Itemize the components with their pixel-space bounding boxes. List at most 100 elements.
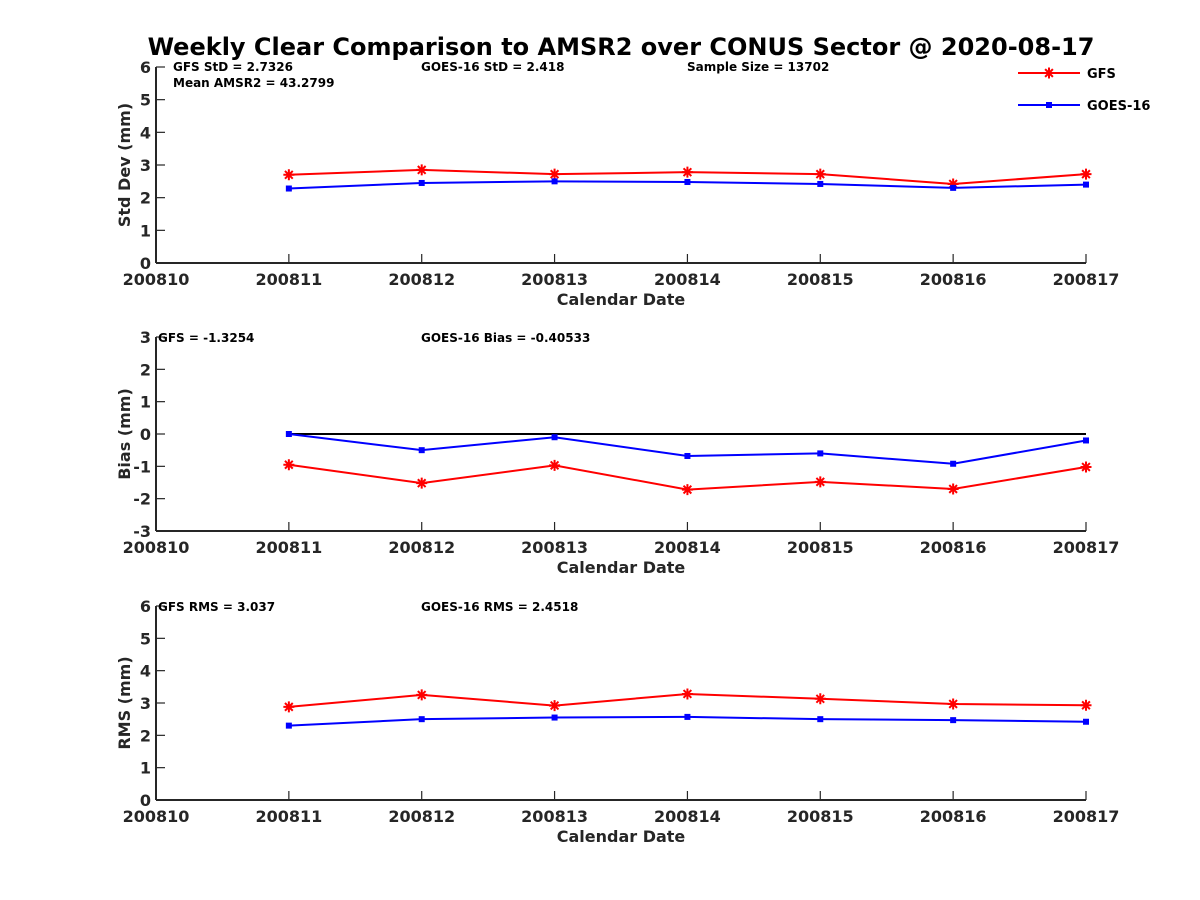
data-point [1080, 699, 1092, 711]
data-point [418, 447, 425, 454]
y-tick-label: 5 [140, 91, 151, 110]
y-tick-label: 1 [140, 759, 151, 778]
data-point [950, 184, 957, 191]
x-tick-label: 200817 [1053, 538, 1120, 557]
data-point [285, 431, 292, 437]
y-tick-label: 0 [140, 425, 151, 444]
x-tick-label: 200814 [654, 807, 721, 826]
x-axis-label: Calendar Date [557, 290, 686, 309]
legend-label: GFS [1087, 67, 1116, 82]
data-point [283, 169, 295, 181]
y-tick-label: 3 [140, 156, 151, 175]
y-tick-label: 2 [140, 360, 151, 379]
y-tick-label: 0 [140, 791, 151, 810]
data-point [549, 459, 561, 471]
y-tick-label: 6 [140, 597, 151, 616]
x-tick-label: 200812 [388, 807, 455, 826]
y-axis-label: Bias (mm) [115, 388, 134, 480]
data-point [1080, 461, 1092, 473]
data-point [681, 484, 693, 496]
x-tick-label: 200814 [654, 270, 721, 289]
data-point [950, 460, 957, 467]
y-tick-label: -1 [133, 457, 151, 476]
y-tick-label: 1 [140, 393, 151, 412]
y-tick-label: 4 [140, 662, 151, 681]
data-point [947, 698, 959, 710]
x-tick-label: 200817 [1053, 270, 1120, 289]
legend-entry-goes-16: GOES-16 [1018, 99, 1150, 114]
legend-marker [1046, 102, 1052, 108]
x-axis-label: Calendar Date [557, 558, 686, 577]
stat-annotation: GOES-16 StD = 2.418 [421, 60, 564, 74]
data-point [551, 434, 558, 441]
x-tick-label: 200814 [654, 538, 721, 557]
data-point [551, 178, 558, 185]
y-axis-label: Std Dev (mm) [115, 103, 134, 227]
x-tick-label: 200812 [388, 538, 455, 557]
legend-label: GOES-16 [1087, 99, 1150, 114]
data-point [681, 688, 693, 700]
x-tick-label: 200811 [255, 270, 322, 289]
data-point [283, 459, 295, 471]
stat-annotation: GFS StD = 2.7326 [173, 60, 293, 74]
data-point [551, 714, 558, 721]
x-tick-label: 200816 [920, 538, 987, 557]
y-tick-label: 1 [140, 221, 151, 240]
x-tick-label: 200815 [787, 807, 854, 826]
x-tick-label: 200816 [920, 270, 987, 289]
data-point [1080, 168, 1092, 180]
stat-annotation: GFS RMS = 3.037 [158, 600, 275, 614]
x-tick-label: 200813 [521, 270, 588, 289]
series-goes-16 [285, 713, 1089, 729]
x-axis-label: Calendar Date [557, 827, 686, 846]
x-tick-label: 200813 [521, 807, 588, 826]
x-tick-label: 200813 [521, 538, 588, 557]
data-point [684, 713, 691, 720]
data-point [817, 180, 824, 187]
y-tick-label: 5 [140, 629, 151, 648]
y-tick-label: -2 [133, 490, 151, 509]
data-point [416, 477, 428, 489]
stat-annotation: Mean AMSR2 = 43.2799 [173, 76, 334, 90]
data-point [549, 168, 561, 180]
series-goes-16 [285, 178, 1089, 192]
data-point [947, 483, 959, 495]
data-point [418, 179, 425, 186]
x-tick-label: 200817 [1053, 807, 1120, 826]
y-tick-label: 4 [140, 123, 151, 142]
stat-annotation: GOES-16 RMS = 2.4518 [421, 600, 578, 614]
stat-annotation: GOES-16 Bias = -0.40533 [421, 331, 590, 345]
data-point [814, 168, 826, 180]
series-goes-16 [285, 431, 1089, 467]
data-point [285, 185, 292, 192]
x-tick-label: 200810 [123, 270, 190, 289]
data-point [1083, 718, 1089, 725]
data-point [416, 689, 428, 701]
data-point [416, 164, 428, 176]
x-tick-label: 200810 [123, 538, 190, 557]
data-point [681, 166, 693, 178]
y-tick-label: 2 [140, 726, 151, 745]
series-gfs [283, 459, 1092, 496]
data-point [1083, 437, 1089, 444]
series-gfs [283, 688, 1092, 713]
data-point [947, 178, 959, 190]
x-tick-label: 200815 [787, 538, 854, 557]
data-point [950, 717, 957, 724]
data-point [814, 693, 826, 705]
panel-rms: 0 1 2 3 4 5 6 200810 200811 200812 200813 200814 200… [115, 597, 1119, 846]
x-tick-label: 200812 [388, 270, 455, 289]
y-axis-label: RMS (mm) [115, 656, 134, 749]
data-point [283, 701, 295, 713]
stat-annotation: GFS = -1.3254 [158, 331, 254, 345]
y-tick-label: 0 [140, 254, 151, 273]
panel-bias: -3 -2 -1 0 1 2 3 200810 200811 200812 200813 200814… [115, 328, 1119, 577]
legend: GFS GOES-16 [1018, 67, 1150, 114]
y-tick-label: -3 [133, 522, 151, 541]
data-point [285, 722, 292, 729]
data-point [684, 178, 691, 185]
data-point [549, 700, 561, 712]
